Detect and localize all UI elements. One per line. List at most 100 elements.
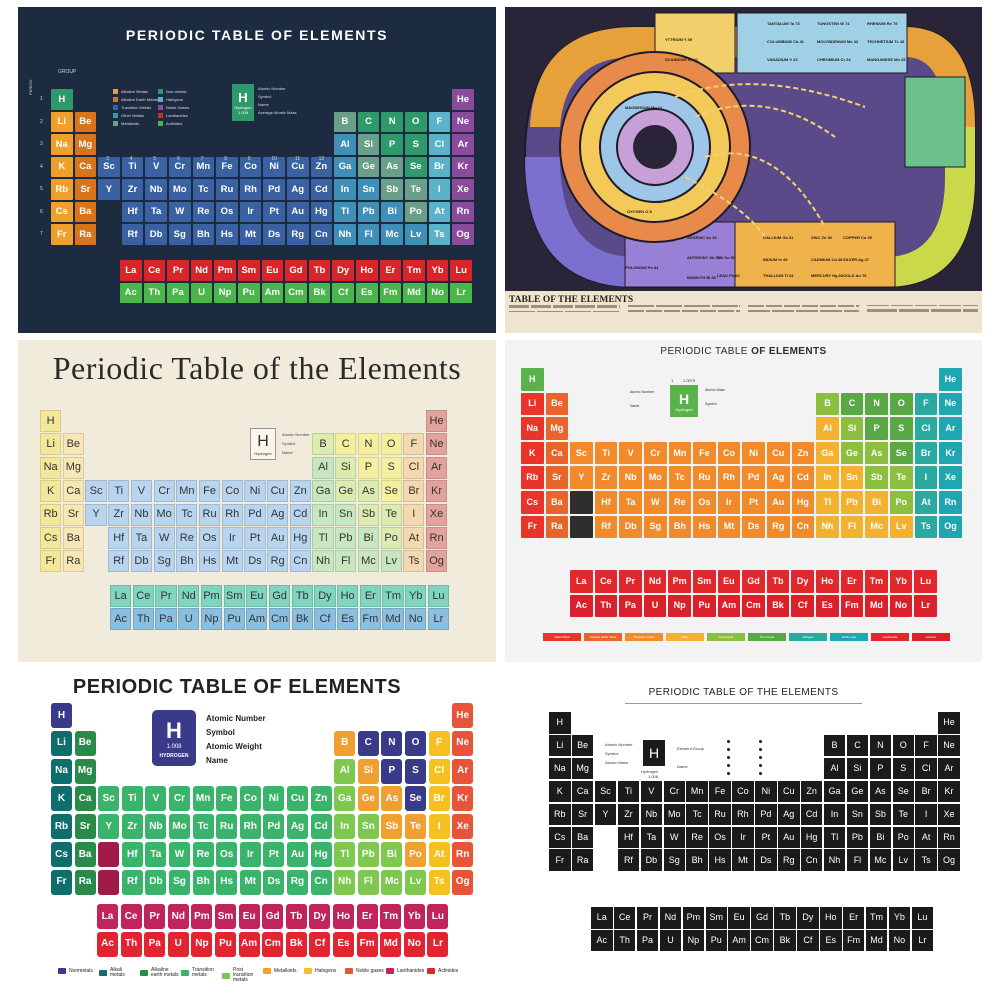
element-se: Se	[380, 480, 402, 503]
element-y: Y	[98, 179, 120, 200]
element-symbol: Lv	[898, 854, 908, 865]
element-sc: Sc	[98, 156, 120, 177]
element-symbol: Am	[264, 287, 280, 298]
element-lv: Lv	[892, 849, 914, 871]
element-symbol: V	[648, 785, 655, 796]
element-symbol: Tb	[779, 912, 791, 923]
element-symbol: La	[114, 589, 127, 602]
element-symbol: Zn	[806, 785, 817, 796]
element-symbol: Np	[687, 935, 700, 946]
element-cm: Cm	[268, 608, 291, 631]
legend-item: Halogen	[789, 633, 827, 641]
element-symbol: Es	[341, 612, 355, 625]
element-ti: Ti	[121, 156, 144, 177]
element-symbol: Ac	[124, 287, 137, 298]
element-symbol: O	[386, 437, 396, 450]
element-symbol: Mt	[226, 554, 239, 567]
element-tb: Tb	[308, 260, 331, 281]
element-s: S	[405, 134, 427, 155]
element-symbol: Ds	[747, 521, 760, 532]
element-re: Re	[686, 826, 708, 848]
element-symbol: Rg	[270, 554, 285, 567]
element-w: W	[153, 527, 175, 549]
period-number: 1	[40, 96, 43, 102]
element-bh: Bh	[668, 515, 692, 539]
element-be: Be	[62, 433, 84, 456]
element-pr: Pr	[155, 585, 177, 607]
element-s: S	[892, 757, 914, 780]
element-symbol: Mo	[172, 820, 187, 832]
element-s: S	[405, 758, 426, 784]
element-symbol: Be	[551, 398, 563, 409]
element-sb: Sb	[381, 814, 403, 840]
element-lu: Lu	[911, 907, 934, 929]
element-symbol: Rb	[54, 820, 69, 832]
panel-dark-navy-table: PERIODIC TABLE OF ELEMENTS GROUP PERIOD …	[18, 7, 496, 333]
element-in: In	[816, 466, 839, 489]
element-symbol: Sr	[552, 472, 562, 483]
element-symbol: Fe	[221, 161, 233, 172]
legend-item: Lanthanides	[386, 968, 424, 974]
element-symbol: Ne	[429, 437, 444, 450]
element-symbol: Si	[364, 138, 374, 150]
element-symbol: C	[365, 116, 372, 127]
legend-label: Noble gases	[356, 967, 384, 974]
element-fl: Fl	[846, 849, 869, 871]
element-symbol: Sg	[173, 228, 186, 240]
element-symbol: I	[412, 508, 416, 521]
element-symbol: Tl	[830, 831, 839, 842]
element-symbol: Cu	[270, 484, 285, 497]
element-symbol: Lu	[917, 912, 928, 923]
legend-label: Halogen	[802, 635, 814, 639]
element-symbol: Li	[46, 437, 55, 450]
group-number: 3	[106, 156, 109, 162]
element-tl: Tl	[334, 201, 356, 222]
element-tb: Tb	[774, 907, 796, 929]
element-si: Si	[357, 758, 379, 784]
element-ho: Ho	[816, 570, 839, 593]
element-h: H	[549, 712, 571, 734]
element-md: Md	[403, 282, 425, 303]
element-mo: Mo	[153, 503, 175, 526]
element-symbol: Fe	[203, 484, 216, 497]
element-eu: Eu	[261, 260, 284, 281]
element-symbol: Mo	[156, 508, 172, 521]
element-og: Og	[452, 224, 474, 245]
element-po: Po	[892, 826, 914, 848]
element-symbol: Os	[220, 206, 234, 217]
element-symbol: In	[340, 183, 350, 195]
element-hf: Hf	[121, 201, 144, 222]
element-cr: Cr	[663, 780, 685, 803]
element-symbol: Ra	[78, 876, 92, 888]
element-symbol: Zr	[127, 183, 138, 195]
element-se: Se	[892, 780, 914, 803]
element-am: Am	[238, 931, 260, 957]
element-cl: Cl	[428, 134, 451, 155]
p5-label-atomic-weight: Atomic Weight	[206, 742, 262, 751]
panel-rounded-tiles-table: PERIODIC TABLE OF ELEMENTS H He Li Be B C N O F N…	[18, 670, 496, 992]
element-symbol: Cm	[288, 287, 304, 298]
element-cf: Cf	[332, 282, 354, 303]
element-ni: Ni	[263, 786, 285, 812]
element-symbol: Ra	[79, 228, 92, 240]
element-symbol: Cs	[554, 831, 566, 842]
element-tl: Tl	[823, 826, 846, 848]
element-symbol: Pr	[149, 910, 160, 922]
element-symbol: Tb	[290, 910, 303, 922]
legend-swatch	[427, 968, 435, 974]
element-symbol: Am	[241, 938, 258, 950]
element-symbol: Rh	[723, 472, 736, 483]
element-symbol: Th	[619, 935, 630, 946]
element-symbol: Md	[869, 600, 883, 611]
element-pu: Pu	[705, 929, 727, 952]
element-hg: Hg	[800, 826, 823, 848]
element-mt: Mt	[239, 224, 262, 245]
element-fr: Fr	[51, 224, 73, 245]
element-mg: Mg	[62, 456, 84, 479]
element-symbol: Ds	[760, 854, 772, 865]
element-symbol: Tb	[295, 589, 309, 602]
element-pb: Pb	[335, 527, 357, 549]
element-co: Co	[221, 480, 243, 503]
element-symbol: B	[341, 737, 349, 749]
